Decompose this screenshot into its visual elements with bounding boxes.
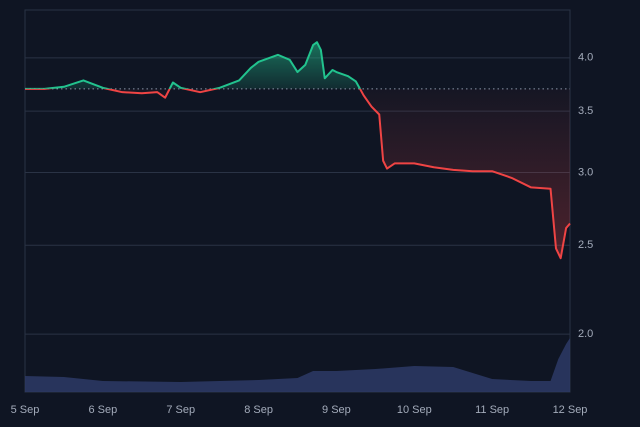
area-up [44,42,361,89]
x-tick-label: 11 Sep [475,404,509,416]
x-tick-label: 12 Sep [553,404,588,416]
y-tick-label: 3.0 [578,166,593,178]
price-line-up [25,41,362,89]
volume-area [25,338,570,392]
y-tick-label: 2.5 [578,239,593,251]
x-tick-label: 6 Sep [88,404,117,416]
y-tick-label: 3.5 [578,105,593,117]
price-line-down [25,88,571,260]
plot-frame [24,9,571,393]
x-tick-label: 5 Sep [11,404,40,416]
x-tick-label: 10 Sep [397,404,432,416]
area-down [25,88,570,259]
y-tick-label: 4.0 [578,52,593,64]
x-tick-label: 7 Sep [166,404,195,416]
x-tick-label: 8 Sep [244,404,273,416]
y-tick-label: 2.0 [578,328,593,340]
x-tick-label: 9 Sep [322,404,351,416]
